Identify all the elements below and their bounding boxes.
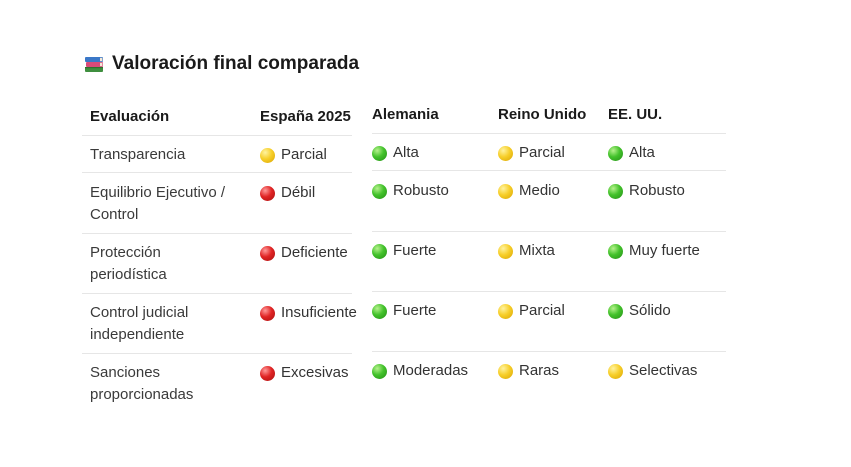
status-cell: Insuficiente	[260, 302, 357, 324]
status-text: Parcial	[519, 302, 565, 319]
green-circle-icon	[372, 183, 387, 199]
status-cell: Robusto	[608, 180, 685, 202]
status-cell: Moderadas	[372, 360, 468, 382]
books-icon	[82, 52, 106, 76]
row-label: Transparencia	[90, 144, 185, 166]
status-text: Parcial	[281, 146, 327, 163]
status-cell: Parcial	[498, 142, 565, 164]
table-divider	[82, 135, 352, 136]
page-title: Valoración final comparada	[82, 52, 359, 76]
status-text: Fuerte	[393, 302, 437, 319]
row-label-line: Equilibrio Ejecutivo /	[90, 184, 226, 201]
row-divider	[82, 353, 352, 354]
row-label-line: periodística	[90, 266, 167, 283]
yellow-circle-icon	[498, 243, 513, 259]
table-divider	[498, 133, 726, 134]
status-text: Débil	[281, 184, 316, 201]
red-circle-icon	[260, 365, 275, 381]
status-text: Muy fuerte	[629, 242, 700, 259]
row-label: Equilibrio Ejecutivo / Control	[90, 182, 225, 226]
red-circle-icon	[260, 245, 275, 261]
status-cell: Medio	[498, 180, 560, 202]
yellow-circle-icon	[498, 363, 513, 379]
green-circle-icon	[608, 183, 623, 199]
yellow-circle-icon	[608, 363, 623, 379]
status-cell: Raras	[498, 360, 559, 382]
status-text: Insuficiente	[281, 304, 357, 321]
row-label: Sanciones proporcionadas	[90, 362, 193, 406]
status-text: Raras	[519, 362, 560, 379]
status-text: Mixta	[519, 242, 555, 259]
green-circle-icon	[372, 363, 387, 379]
status-text: Selectivas	[629, 362, 698, 379]
green-circle-icon	[608, 145, 623, 161]
status-text: Robusto	[629, 182, 685, 199]
green-circle-icon	[608, 303, 623, 319]
row-label-line: Sanciones	[90, 364, 161, 381]
status-cell: Deficiente	[260, 242, 348, 264]
page-title-text: Valoración final comparada	[112, 53, 360, 74]
status-text: Robusto	[393, 182, 449, 199]
row-divider	[372, 231, 726, 232]
status-cell: Robusto	[372, 180, 449, 202]
status-cell: Alta	[372, 142, 419, 164]
row-label-line: Transparencia	[90, 146, 186, 163]
status-cell: Parcial	[260, 144, 327, 166]
status-cell: Excesivas	[260, 362, 349, 384]
row-label-line: proporcionadas	[90, 386, 194, 403]
column-header: EE. UU.	[608, 106, 663, 123]
status-cell: Sólido	[608, 300, 671, 322]
column-header: Reino Unido	[498, 106, 587, 123]
yellow-circle-icon	[498, 183, 513, 199]
row-label: Control judicial independiente	[90, 302, 188, 346]
row-divider	[82, 293, 352, 294]
status-text: Fuerte	[393, 242, 437, 259]
status-text: Moderadas	[393, 362, 469, 379]
status-text: Sólido	[629, 302, 671, 319]
status-text: Deficiente	[281, 244, 348, 261]
yellow-circle-icon	[260, 147, 275, 163]
red-circle-icon	[260, 305, 275, 321]
status-cell: Alta	[608, 142, 655, 164]
green-circle-icon	[372, 303, 387, 319]
status-cell: Muy fuerte	[608, 240, 700, 262]
row-divider	[372, 291, 726, 292]
row-divider	[372, 170, 726, 171]
yellow-circle-icon	[498, 145, 513, 161]
row-divider	[82, 172, 352, 173]
row-label-line: Control judicial	[90, 304, 189, 321]
green-circle-icon	[372, 243, 387, 259]
status-text: Alta	[393, 144, 419, 161]
status-text: Alta	[629, 144, 655, 161]
status-cell: Parcial	[498, 300, 565, 322]
status-cell: Selectivas	[608, 360, 697, 382]
status-cell: Fuerte	[372, 300, 436, 322]
table-divider	[372, 133, 498, 134]
status-cell: Fuerte	[372, 240, 436, 262]
column-header: Alemania	[372, 106, 439, 123]
status-text: Excesivas	[281, 364, 349, 381]
row-label-line: Protección	[90, 244, 161, 261]
row-label-line: independiente	[90, 326, 185, 343]
yellow-circle-icon	[498, 303, 513, 319]
status-cell: Débil	[260, 182, 315, 204]
red-circle-icon	[260, 185, 275, 201]
status-cell: Mixta	[498, 240, 555, 262]
green-circle-icon	[608, 243, 623, 259]
row-divider	[372, 351, 726, 352]
status-text: Parcial	[519, 144, 565, 161]
green-circle-icon	[372, 145, 387, 161]
column-header: España 2025	[260, 108, 351, 125]
row-divider	[82, 233, 352, 234]
status-text: Medio	[519, 182, 560, 199]
row-label-line: Control	[90, 206, 139, 223]
column-header: Evaluación	[90, 108, 170, 125]
row-label: Protección periodística	[90, 242, 167, 286]
